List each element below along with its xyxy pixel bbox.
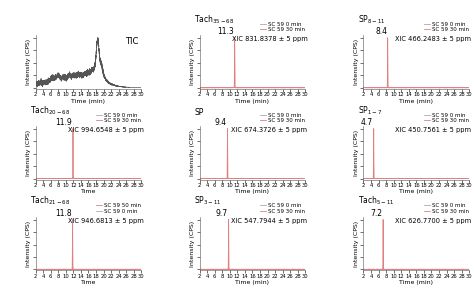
Text: XIC 946.6813 ± 5 ppm: XIC 946.6813 ± 5 ppm [68,218,144,224]
Y-axis label: Intensity (CPS): Intensity (CPS) [354,39,359,85]
Text: 11.3: 11.3 [218,27,234,36]
X-axis label: Time (min): Time (min) [236,189,269,194]
Text: XIC 547.7944 ± 5 ppm: XIC 547.7944 ± 5 ppm [231,218,308,224]
Text: SP$_{\mathregular{1-7}}$: SP$_{\mathregular{1-7}}$ [358,104,383,116]
Y-axis label: Intensity (CPS): Intensity (CPS) [26,39,31,85]
Y-axis label: Intensity (CPS): Intensity (CPS) [190,39,195,85]
Text: Tach$_{\mathregular{5-11}}$: Tach$_{\mathregular{5-11}}$ [358,195,395,207]
Legend: SC 59 0 min, SC 59 30 min: SC 59 0 min, SC 59 30 min [424,22,469,32]
X-axis label: Time (min): Time (min) [72,98,105,103]
Text: Tach$_{\mathregular{20-68}}$: Tach$_{\mathregular{20-68}}$ [30,104,71,116]
Legend: SC 59 0 min, SC 59 30 min: SC 59 0 min, SC 59 30 min [260,203,305,214]
Legend: SC 59 0 min, SC 59 30 min: SC 59 0 min, SC 59 30 min [424,113,469,123]
Legend: SC 59 50 min, SC 59 0 min: SC 59 50 min, SC 59 0 min [96,203,141,214]
Y-axis label: Intensity (CPS): Intensity (CPS) [354,221,359,267]
Text: 9.4: 9.4 [215,118,227,127]
Text: XIC 450.7561 ± 5 ppm: XIC 450.7561 ± 5 ppm [395,127,471,133]
Text: 4.7: 4.7 [361,118,373,127]
Y-axis label: Intensity (CPS): Intensity (CPS) [26,221,31,267]
Text: XIC 831.8378 ± 5 ppm: XIC 831.8378 ± 5 ppm [232,36,308,42]
Text: 8.4: 8.4 [375,27,387,36]
Legend: SC 59 0 min, SC 59 30 min: SC 59 0 min, SC 59 30 min [260,113,305,123]
Text: 9.7: 9.7 [216,208,228,218]
Y-axis label: Intensity (CPS): Intensity (CPS) [190,130,195,176]
Text: Tach$_{\mathregular{21-68}}$: Tach$_{\mathregular{21-68}}$ [30,195,71,207]
Text: XIC 626.7700 ± 5 ppm: XIC 626.7700 ± 5 ppm [395,218,471,224]
Text: XIC 994.6548 ± 5 ppm: XIC 994.6548 ± 5 ppm [68,127,144,133]
X-axis label: Time (min): Time (min) [400,98,433,103]
X-axis label: Time (min): Time (min) [236,280,269,285]
Text: 11.8: 11.8 [55,208,72,218]
Text: SP$_{\mathregular{8-11}}$: SP$_{\mathregular{8-11}}$ [358,13,386,26]
Text: 11.9: 11.9 [55,118,73,127]
Text: SP$_{\mathregular{3-11}}$: SP$_{\mathregular{3-11}}$ [194,195,222,207]
Legend: SC 59 0 min, SC 59 30 min: SC 59 0 min, SC 59 30 min [260,22,305,32]
Text: XIC 466.2483 ± 5 ppm: XIC 466.2483 ± 5 ppm [395,36,471,42]
Text: 7.2: 7.2 [371,208,383,218]
Text: Tach$_{\mathregular{35-68}}$: Tach$_{\mathregular{35-68}}$ [194,13,235,26]
Legend: SC 59 0 min, SC 59 30 min: SC 59 0 min, SC 59 30 min [424,203,469,214]
X-axis label: Time (min): Time (min) [400,280,433,285]
Text: SP: SP [194,108,204,116]
Y-axis label: Intensity (CPS): Intensity (CPS) [190,221,195,267]
X-axis label: Time: Time [81,189,96,194]
Legend: SC 59 0 min, SC 59 30 min: SC 59 0 min, SC 59 30 min [96,113,141,123]
Text: TIC: TIC [125,37,138,46]
Y-axis label: Intensity (CPS): Intensity (CPS) [354,130,359,176]
Y-axis label: Intensity (CPS): Intensity (CPS) [26,130,31,176]
X-axis label: Time: Time [81,280,96,285]
Text: XIC 674.3726 ± 5 ppm: XIC 674.3726 ± 5 ppm [231,127,308,133]
X-axis label: Time (min): Time (min) [236,98,269,103]
X-axis label: Time (min): Time (min) [400,189,433,194]
